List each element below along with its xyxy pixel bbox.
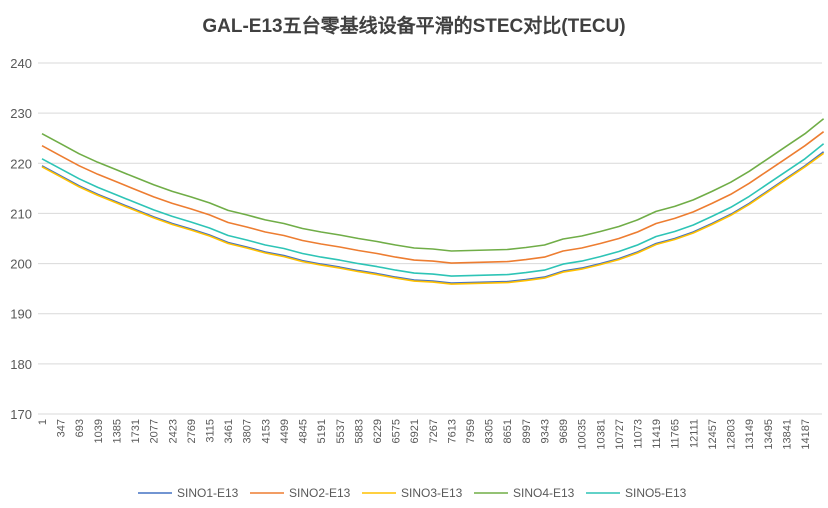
- y-tick-label: 200: [10, 257, 32, 272]
- x-tick-label: 13841: [781, 419, 793, 450]
- x-tick-label: 2423: [167, 419, 179, 443]
- y-axis-ticks: 170 180 190 200 210 220 230 240: [10, 56, 32, 422]
- legend-label: SINO2-E13: [289, 486, 351, 500]
- series-line-sino3-e13: [41, 152, 825, 285]
- legend: SINO1-E13 SINO2-E13 SINO3-E13 SINO4-E13 SINO…: [138, 486, 687, 500]
- x-tick-label: 6921: [409, 419, 421, 443]
- x-tick-label: 12457: [707, 419, 719, 450]
- x-tick-label: 8651: [502, 419, 514, 443]
- x-tick-label: 8305: [484, 419, 496, 443]
- x-tick-label: 1: [37, 419, 49, 425]
- x-tick-label: 4845: [298, 419, 310, 443]
- x-tick-label: 3807: [242, 419, 254, 443]
- legend-label: SINO5-E13: [625, 486, 687, 500]
- legend-label: SINO4-E13: [513, 486, 575, 500]
- series-line-sino4-e13: [41, 118, 825, 252]
- gridlines: [38, 62, 822, 415]
- x-tick-label: 2077: [149, 419, 161, 443]
- y-tick-label: 220: [10, 156, 32, 171]
- y-tick-label: 180: [10, 357, 32, 372]
- x-tick-label: 3461: [223, 419, 235, 443]
- legend-label: SINO1-E13: [177, 486, 239, 500]
- x-tick-label: 9689: [558, 419, 570, 443]
- x-tick-label: 9343: [539, 419, 551, 443]
- x-tick-label: 10381: [595, 419, 607, 450]
- x-tick-label: 5537: [335, 419, 347, 443]
- x-tick-label: 5191: [316, 419, 328, 443]
- x-tick-label: 12111: [688, 419, 700, 448]
- x-tick-label: 10727: [614, 419, 626, 450]
- x-tick-label: 10035: [577, 419, 589, 450]
- x-tick-label: 1731: [130, 419, 142, 443]
- x-axis-ticks: 1 347 693 1039 1385 1731 2077 2423 2769 3115 3461 3…: [37, 419, 812, 450]
- x-tick-label: 8997: [521, 419, 533, 443]
- y-tick-label: 170: [10, 407, 32, 422]
- x-tick-label: 7267: [428, 419, 440, 443]
- x-tick-label: 11765: [670, 419, 682, 449]
- x-tick-label: 14187: [800, 419, 812, 450]
- x-tick-label: 13495: [763, 419, 775, 450]
- chart-title: GAL-E13五台零基线设备平滑的STEC对比(TECU): [202, 14, 625, 37]
- x-tick-label: 693: [74, 419, 86, 437]
- series-lines: [41, 118, 825, 285]
- series-line-sino5-e13: [41, 143, 825, 277]
- x-tick-label: 7613: [446, 419, 458, 443]
- x-tick-label: 4153: [260, 419, 272, 443]
- x-tick-label: 6575: [391, 419, 403, 443]
- y-tick-label: 240: [10, 56, 32, 71]
- x-tick-label: 7959: [465, 419, 477, 443]
- x-tick-label: 6229: [372, 419, 384, 443]
- x-tick-label: 5883: [353, 419, 365, 443]
- x-tick-label: 3115: [204, 419, 216, 443]
- x-tick-label: 1385: [111, 419, 123, 443]
- legend-label: SINO3-E13: [401, 486, 463, 500]
- x-tick-label: 11419: [651, 419, 663, 449]
- x-tick-label: 11073: [633, 419, 645, 449]
- y-tick-label: 210: [10, 206, 32, 221]
- y-tick-label: 230: [10, 106, 32, 121]
- series-line-sino2-e13: [41, 131, 825, 264]
- x-tick-label: 12803: [726, 419, 738, 450]
- y-tick-label: 190: [10, 307, 32, 322]
- x-tick-label: 4499: [279, 419, 291, 443]
- x-tick-label: 2769: [186, 419, 198, 443]
- x-tick-label: 347: [56, 419, 68, 437]
- series-line-sino1-e13: [41, 151, 825, 284]
- x-tick-label: 13149: [744, 419, 756, 450]
- x-tick-label: 1039: [93, 419, 105, 443]
